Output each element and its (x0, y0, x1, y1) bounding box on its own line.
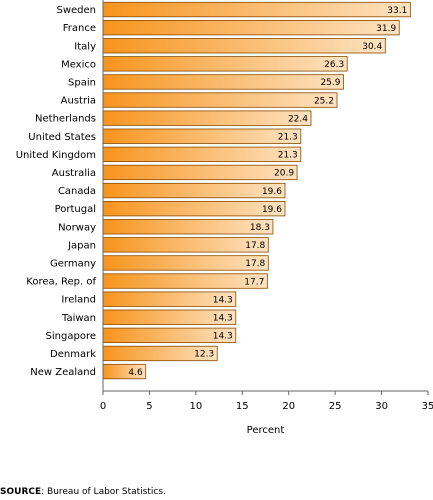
category-label: Australia (52, 168, 96, 179)
value-label: 12.3 (194, 350, 214, 360)
category-label: Taiwan (61, 313, 96, 324)
source-text: : Bureau of Labor Statistics. (41, 487, 166, 497)
bar (102, 19, 400, 36)
bar (102, 74, 344, 90)
bar (102, 1, 411, 18)
category-label: Singapore (46, 331, 96, 342)
value-label: 31.9 (376, 24, 396, 34)
x-tick-label: 30 (375, 401, 388, 412)
bar (102, 164, 298, 181)
x-tick-label: 35 (422, 401, 433, 412)
bar (102, 200, 286, 217)
category-label: Spain (68, 77, 96, 88)
x-tick-label: 5 (146, 401, 152, 412)
category-label: Sweden (56, 5, 96, 16)
category-label: Canada (58, 186, 96, 197)
category-label: Portugal (55, 204, 96, 215)
value-label: 14.3 (213, 295, 233, 305)
value-label: 17.8 (245, 259, 265, 269)
bar (102, 146, 302, 163)
bar (102, 273, 268, 289)
category-label: Japan (67, 240, 96, 251)
value-label: 4.6 (128, 368, 143, 378)
bar (102, 110, 312, 126)
value-label: 20.9 (274, 169, 294, 179)
value-label: 25.2 (314, 96, 334, 106)
value-label: 22.4 (288, 114, 308, 124)
value-label: 14.3 (213, 313, 233, 323)
x-axis-title: Percent (247, 425, 285, 436)
value-label: 19.6 (262, 205, 282, 215)
bar (102, 255, 269, 271)
category-label: Austria (61, 96, 96, 107)
bar (102, 128, 302, 144)
bar (102, 38, 386, 54)
category-label: Denmark (50, 349, 96, 360)
category-label: Italy (74, 41, 96, 52)
value-label: 19.6 (262, 187, 282, 197)
bar (102, 92, 338, 108)
category-label: Germany (50, 258, 96, 269)
category-label: Netherlands (35, 114, 96, 125)
x-tick-label: 10 (189, 401, 202, 412)
value-label: 26.3 (324, 60, 344, 70)
category-label: United States (28, 132, 96, 143)
category-label: Mexico (61, 59, 96, 70)
bar (102, 237, 269, 253)
category-label: New Zealand (30, 367, 96, 378)
value-label: 17.8 (245, 241, 265, 251)
source-note: SOURCE: Bureau of Labor Statistics. (0, 487, 166, 497)
category-label: France (63, 23, 96, 34)
value-label: 25.9 (320, 78, 340, 88)
category-label: United Kingdom (16, 150, 96, 161)
bar (102, 219, 274, 235)
category-label: Norway (58, 222, 96, 233)
x-tick-label: 20 (282, 401, 295, 412)
bar (102, 56, 348, 72)
x-tick-label: 0 (100, 401, 106, 412)
value-label: 18.3 (250, 223, 270, 233)
x-tick-label: 15 (236, 401, 249, 412)
value-label: 30.4 (362, 42, 382, 52)
x-tick-label: 25 (329, 401, 342, 412)
bar (102, 182, 286, 199)
value-label: 21.3 (278, 151, 298, 161)
value-label: 17.7 (244, 277, 264, 287)
category-label: Ireland (61, 295, 96, 306)
value-label: 33.1 (387, 6, 407, 16)
category-label: Korea, Rep. of (26, 277, 96, 288)
value-label: 21.3 (278, 132, 298, 142)
source-label: SOURCE (0, 487, 42, 497)
value-label: 14.3 (213, 332, 233, 342)
